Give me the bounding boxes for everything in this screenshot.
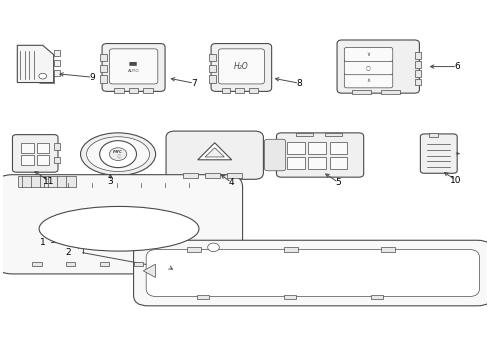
Bar [37,155,49,165]
Text: AUTO: AUTO [128,69,139,73]
Text: ∧: ∧ [367,78,370,83]
FancyBboxPatch shape [344,48,393,62]
Bar [415,53,421,59]
Circle shape [208,243,220,252]
Bar [100,65,107,72]
Bar [196,295,209,300]
Bar [134,261,143,266]
FancyBboxPatch shape [134,240,490,306]
Bar [222,88,230,93]
Bar [415,61,421,68]
FancyBboxPatch shape [265,139,286,171]
Ellipse shape [87,137,149,171]
Bar [209,76,216,82]
Bar [54,143,60,149]
Text: 1: 1 [40,238,46,247]
Bar [129,88,138,93]
Bar [330,142,347,154]
FancyBboxPatch shape [211,44,271,91]
Bar [18,176,76,187]
Polygon shape [198,143,232,160]
Text: 9: 9 [90,73,95,82]
Bar [235,88,244,93]
Text: 5: 5 [336,178,342,187]
Polygon shape [205,148,224,157]
Bar [325,133,342,136]
FancyBboxPatch shape [12,135,58,172]
Text: ○: ○ [366,65,371,70]
Text: 3: 3 [107,176,113,185]
Bar [227,173,242,178]
Text: ■■: ■■ [129,60,138,65]
Bar [381,247,395,252]
Text: 11: 11 [43,176,54,185]
FancyBboxPatch shape [219,49,265,84]
FancyBboxPatch shape [109,49,158,84]
Text: H₂O: H₂O [234,62,249,71]
Bar [37,143,49,153]
Circle shape [39,73,47,79]
Text: ∨: ∨ [367,52,370,57]
Ellipse shape [80,133,156,175]
Bar [209,65,216,72]
Bar [284,295,296,300]
Bar [371,295,383,300]
Bar [352,90,371,94]
Bar [54,157,60,163]
Text: 8: 8 [296,79,302,88]
FancyBboxPatch shape [0,175,243,274]
FancyBboxPatch shape [344,74,393,88]
Bar [100,54,107,61]
Text: 6: 6 [454,62,460,71]
Bar [415,70,421,77]
Bar [183,173,198,178]
FancyBboxPatch shape [166,131,264,179]
Bar [99,261,109,266]
Text: 4: 4 [229,178,234,187]
Bar [429,132,438,137]
Circle shape [99,141,137,168]
Bar [53,60,60,66]
FancyBboxPatch shape [420,134,457,173]
Polygon shape [17,45,53,82]
Bar [21,143,34,153]
Ellipse shape [39,206,199,251]
Bar [32,261,42,266]
Bar [296,133,313,136]
Text: 7: 7 [191,79,197,88]
Bar [98,174,138,181]
Bar [415,79,421,85]
FancyBboxPatch shape [146,249,480,297]
Bar [187,247,201,252]
Polygon shape [143,264,155,278]
Bar [205,173,220,178]
Bar [287,142,305,154]
Text: ☟: ☟ [116,155,120,160]
Bar [100,76,107,82]
Bar [284,247,298,252]
Text: MYC: MYC [113,150,123,154]
Bar [381,90,400,94]
Bar [287,157,305,169]
Text: 10: 10 [450,176,462,185]
FancyBboxPatch shape [344,60,393,75]
Bar [114,88,124,93]
Bar [168,261,177,266]
FancyBboxPatch shape [337,40,419,93]
Circle shape [109,148,127,161]
Bar [249,88,258,93]
Bar [309,142,326,154]
Bar [330,157,347,169]
Bar [143,88,153,93]
Text: 2: 2 [66,248,72,257]
Bar [53,50,60,56]
Bar [309,157,326,169]
Bar [53,70,60,76]
FancyBboxPatch shape [276,133,364,177]
FancyBboxPatch shape [102,44,165,91]
Bar [209,54,216,61]
Bar [21,155,34,165]
Bar [66,261,75,266]
